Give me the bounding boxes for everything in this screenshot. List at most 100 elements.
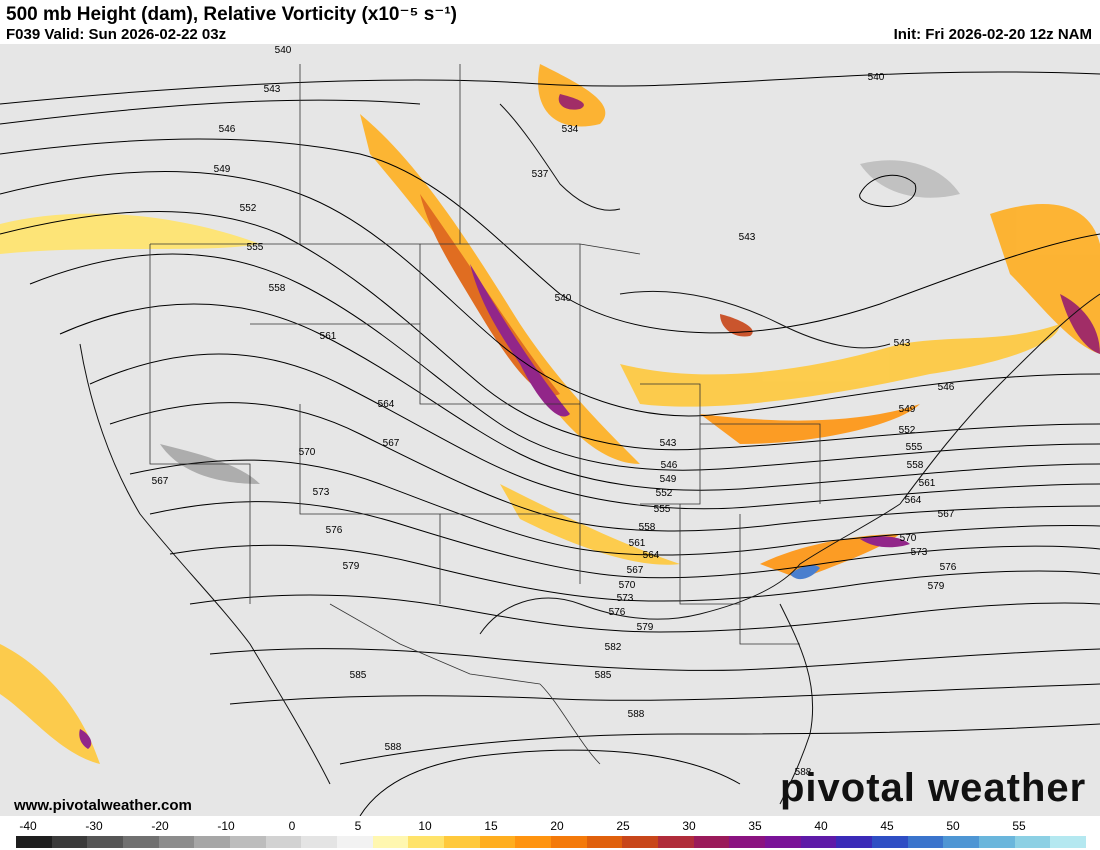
colorbar-swatch (836, 836, 873, 848)
contour-label: 573 (617, 593, 634, 604)
contour-label: 561 (919, 478, 936, 489)
contour-label: 564 (378, 399, 395, 410)
contour-label: 585 (350, 670, 367, 681)
contour-label: 573 (313, 487, 330, 498)
contour-label: 570 (900, 533, 917, 544)
contour-label: 570 (619, 580, 636, 591)
colorbar-tick: -40 (19, 819, 37, 833)
colorbar-swatch (158, 836, 195, 848)
contour-label: 549 (899, 404, 916, 415)
colorbar-swatch (979, 836, 1016, 848)
colorbar-swatch (1014, 836, 1051, 848)
colorbar-tick: 10 (418, 819, 432, 833)
colorbar-swatch (551, 836, 588, 848)
colorbar-tick: 30 (682, 819, 696, 833)
colorbar-swatch (337, 836, 374, 848)
colorbar (16, 836, 1087, 848)
contour-label: 546 (661, 460, 678, 471)
colorbar-swatch (693, 836, 730, 848)
map-title: 500 mb Height (dam), Relative Vorticity … (6, 4, 457, 25)
colorbar-swatch (765, 836, 802, 848)
contour-label: 579 (343, 561, 360, 572)
map-header: 500 mb Height (dam), Relative Vorticity … (0, 0, 1100, 44)
colorbar-tick: 25 (616, 819, 630, 833)
contour-label: 564 (905, 495, 922, 506)
contour-label: 546 (938, 382, 955, 393)
colorbar-tick: 50 (946, 819, 960, 833)
colorbar-tick: 55 (1012, 819, 1026, 833)
contour-label: 579 (637, 622, 654, 633)
contour-label: 561 (629, 538, 646, 549)
contour-label: 555 (247, 242, 264, 253)
weather-map: 540 543 546 549 552 555 558 561 564 567 … (0, 44, 1100, 816)
contour-label: 585 (595, 670, 612, 681)
colorbar-tick: 45 (880, 819, 894, 833)
contour-label: 579 (928, 581, 945, 592)
colorbar-swatch (194, 836, 231, 848)
colorbar-labels: -40 -30 -20 -10 0 5 10 15 20 25 30 35 40… (0, 819, 1100, 835)
map-background (0, 44, 1100, 816)
colorbar-swatch (943, 836, 980, 848)
brand-logo: pivotal weather (780, 766, 1087, 810)
colorbar-swatch (372, 836, 409, 848)
contour-label: 537 (532, 169, 549, 180)
contour-label: 552 (656, 488, 673, 499)
contour-label: 540 (868, 72, 885, 83)
contour-label: 543 (739, 232, 756, 243)
contour-label: 555 (906, 442, 923, 453)
colorbar-tick: 35 (748, 819, 762, 833)
colorbar-swatch (907, 836, 944, 848)
contour-labels: 540 543 546 549 552 555 558 561 564 567 … (152, 45, 957, 778)
contour-label: 567 (152, 476, 169, 487)
colorbar-swatch (586, 836, 623, 848)
colorbar-swatch (1050, 836, 1087, 848)
colorbar-tick: 20 (550, 819, 564, 833)
colorbar-swatch (87, 836, 124, 848)
contour-label: 552 (240, 203, 257, 214)
contour-label: 540 (555, 293, 572, 304)
valid-time: F039 Valid: Sun 2026-02-22 03z (6, 26, 227, 43)
colorbar-swatch (729, 836, 766, 848)
contour-label: 588 (795, 767, 812, 778)
contour-label: 567 (627, 565, 644, 576)
colorbar-swatch (301, 836, 338, 848)
contour-label: 588 (385, 742, 402, 753)
colorbar-swatch (658, 836, 695, 848)
contour-label: 567 (938, 509, 955, 520)
colorbar-tick: 5 (354, 819, 362, 833)
colorbar-swatch (515, 836, 552, 848)
colorbar-swatch (872, 836, 909, 848)
colorbar-swatch (408, 836, 445, 848)
contour-label: 549 (214, 164, 231, 175)
contour-label: 555 (654, 504, 671, 515)
contour-label: 573 (911, 547, 928, 558)
website-url: www.pivotalweather.com (14, 797, 192, 814)
colorbar-tick: 15 (484, 819, 498, 833)
colorbar-swatch (230, 836, 267, 848)
contour-label: 570 (299, 447, 316, 458)
colorbar-swatch (622, 836, 659, 848)
colorbar-tick: -30 (85, 819, 103, 833)
contour-label: 540 (275, 45, 292, 56)
colorbar-swatch (800, 836, 837, 848)
colorbar-swatch (479, 836, 516, 848)
contour-label: 576 (609, 607, 626, 618)
contour-label: 588 (628, 709, 645, 720)
political-borders (149, 64, 821, 765)
colorbar-swatch (444, 836, 481, 848)
contour-label: 558 (907, 460, 924, 471)
contour-label: 558 (269, 283, 286, 294)
coastlines (79, 103, 1100, 805)
contour-label: 552 (899, 425, 916, 436)
contour-label: 546 (219, 124, 236, 135)
init-time: Init: Fri 2026-02-20 12z NAM (893, 26, 1092, 43)
contour-label: 543 (660, 438, 677, 449)
colorbar-swatch (51, 836, 88, 848)
colorbar-tick: -20 (151, 819, 169, 833)
contour-label: 567 (383, 438, 400, 449)
contour-label: 564 (643, 550, 660, 561)
contour-label: 558 (639, 522, 656, 533)
colorbar-swatch (265, 836, 302, 848)
height-contours (0, 71, 1100, 816)
colorbar-tick: 0 (288, 819, 296, 833)
